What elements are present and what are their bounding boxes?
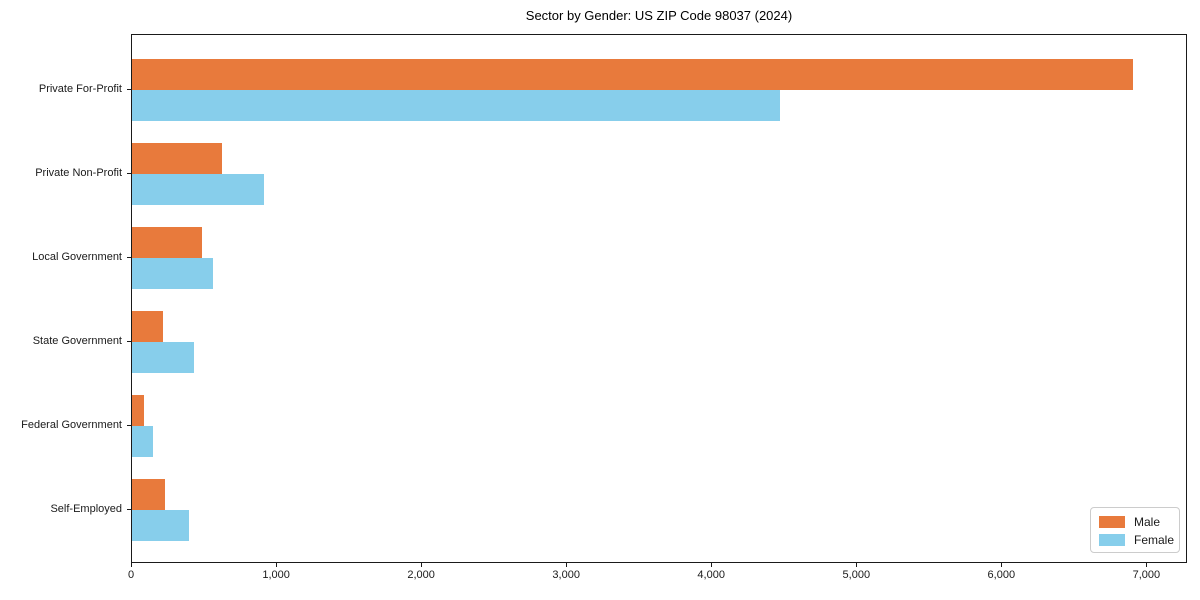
x-tick-mark [566, 563, 568, 567]
bar-female-local-government [132, 258, 214, 289]
y-tick-mark [127, 341, 131, 342]
x-tick-mark [1001, 563, 1003, 567]
bar-male-federal-government [132, 395, 145, 426]
bar-male-private-non-profit [132, 143, 222, 174]
y-tick-mark [127, 89, 131, 90]
y-tick-label-private-for-profit: Private For-Profit [38, 83, 122, 95]
y-tick-mark [127, 257, 131, 258]
legend-label-male: Male [1134, 514, 1161, 529]
y-tick-mark [127, 425, 131, 426]
y-tick-label-private-non-profit: Private Non-Profit [35, 167, 122, 179]
x-tick-mark [1146, 563, 1148, 567]
x-tick-label-1-000: 1,000 [262, 569, 290, 581]
legend-entry-male: Male [1099, 514, 1171, 529]
y-tick-label-federal-government: Federal Government [21, 419, 122, 431]
x-tick-label-0: 0 [127, 569, 135, 581]
x-tick-mark [276, 563, 278, 567]
x-tick-mark [856, 563, 858, 567]
legend-label-female: Female [1134, 532, 1175, 547]
bar-female-state-government [132, 342, 195, 373]
x-tick-label-2-000: 2,000 [407, 569, 435, 581]
x-tick-label-3-000: 3,000 [552, 569, 580, 581]
bar-female-private-non-profit [132, 174, 264, 205]
bar-female-self-employed [132, 510, 189, 541]
bar-male-local-government [132, 227, 202, 258]
y-tick-mark [127, 173, 131, 174]
bar-female-federal-government [132, 426, 153, 457]
y-tick-label-state-government: State Government [32, 335, 122, 347]
bar-male-self-employed [132, 479, 166, 510]
x-tick-label-7-000: 7,000 [1132, 569, 1161, 581]
legend-entry-female: Female [1099, 532, 1175, 547]
legend-swatch-male [1099, 515, 1125, 528]
bar-male-state-government [132, 311, 163, 342]
bar-female-private-for-profit [132, 90, 781, 121]
x-tick-mark [711, 563, 713, 567]
y-tick-label-local-government: Local Government [32, 251, 122, 263]
plot-area [131, 34, 1187, 563]
chart-title: Sector by Gender: US ZIP Code 98037 (202… [525, 8, 793, 23]
y-tick-label-self-employed: Self-Employed [50, 503, 122, 515]
x-tick-label-4-000: 4,000 [697, 569, 725, 581]
x-tick-label-5-000: 5,000 [842, 569, 871, 581]
legend-swatch-female [1099, 533, 1125, 546]
bar-male-private-for-profit [132, 59, 1133, 90]
x-tick-label-6-000: 6,000 [987, 569, 1016, 581]
x-tick-mark [421, 563, 423, 567]
legend: Male Female [1090, 507, 1180, 553]
x-tick-mark [131, 563, 132, 567]
y-tick-mark [127, 509, 131, 510]
